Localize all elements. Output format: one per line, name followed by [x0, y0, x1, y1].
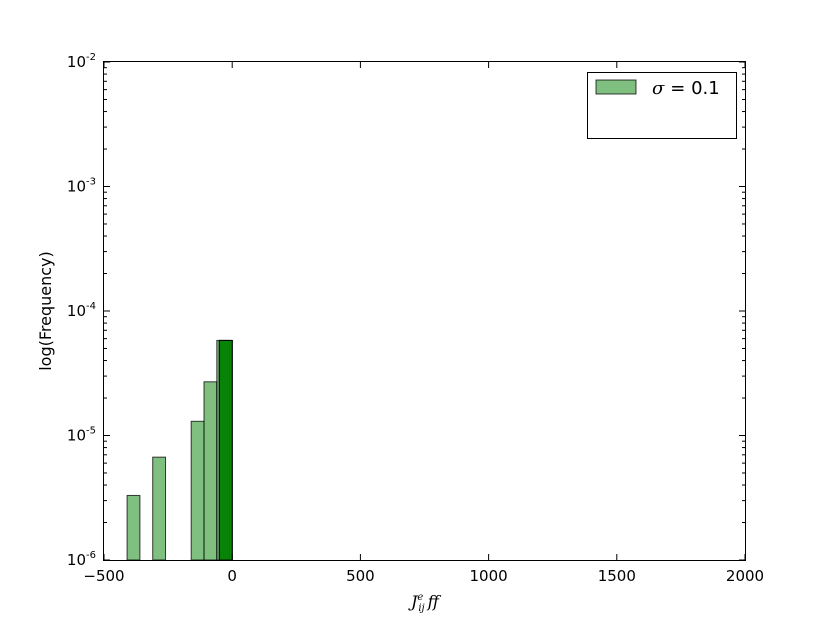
y-axis-label: log(Frequency)	[36, 251, 55, 371]
labels-layer: Je ij ff log(Frequency)	[36, 251, 442, 614]
y-tick-label-4: 10-2	[67, 52, 96, 71]
y-tick-label-3: 10-3	[67, 177, 96, 196]
x-tick-label-5: 2000	[726, 567, 764, 585]
bar-s0-8	[218, 339, 233, 561]
bars-layer	[126, 339, 233, 561]
x-tick-label-4: 1500	[598, 567, 636, 585]
x-tick-label-3: 1000	[470, 567, 508, 585]
x-tick-label-1: 0	[227, 567, 237, 585]
x-tick-label-2: 500	[346, 567, 375, 585]
ticks-layer: −500 0 500 1000 1500 2000 10-6 10-5 10-4 10-3 10-2	[67, 52, 764, 585]
legend-label-0: σ = 0.1	[652, 78, 720, 99]
bar-s0-0	[126, 494, 141, 561]
y-tick-label-0: 10-6	[67, 550, 96, 569]
plot-frame	[103, 61, 746, 561]
bar-s0-3	[203, 381, 218, 561]
bar-s0-2	[190, 420, 205, 561]
bar-s0-1	[152, 456, 167, 561]
y-tick-label-1: 10-5	[67, 426, 96, 445]
legend-swatch-0	[595, 79, 637, 95]
y-tick-label-2: 10-4	[67, 301, 96, 320]
legend: σ = 0.1	[587, 72, 737, 139]
x-axis-label: Je ij ff	[408, 592, 442, 614]
x-tick-label-0: −500	[83, 567, 124, 585]
